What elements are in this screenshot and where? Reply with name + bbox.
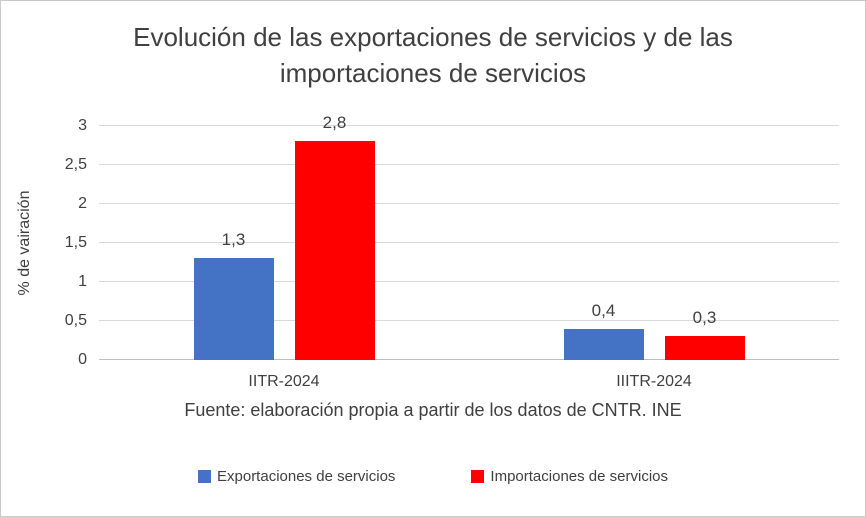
y-axis-title: % de vairación — [16, 190, 33, 296]
bar-importaciones-de-servicios-iiitr-2024: 0,3 — [664, 309, 745, 360]
y-tick-label: 0 — [78, 350, 87, 368]
bar-group-iitr-2024: 1,3 2,8 — [99, 114, 469, 360]
bar-value-label: 2,8 — [322, 113, 347, 133]
bars: 1,3 2,8 0,4 0,3 — [99, 114, 839, 360]
y-tick-label: 0,5 — [64, 311, 87, 329]
legend-item: Importaciones de servicios — [471, 468, 668, 485]
bar-group-iiitr-2024: 0,4 0,3 — [469, 126, 839, 360]
y-tick-label: 1,5 — [64, 233, 87, 251]
chart-body: % de vairación 0 0,5 1 1,5 2 2,5 3 1,3 2,8 0,4 0,… — [1, 114, 865, 367]
x-tick-label: IITR-2024 — [248, 372, 320, 390]
x-axis-line — [99, 358, 839, 360]
y-tick-label: 1 — [78, 272, 87, 290]
gridline — [99, 202, 839, 204]
x-tick-label: IIITR-2024 — [616, 372, 692, 390]
source-caption: Fuente: elaboración propia a partir de l… — [184, 399, 682, 420]
bar-value-label: 1,3 — [221, 230, 246, 250]
legend: Exportaciones de servicios Importaciones … — [1, 468, 865, 485]
gridline — [99, 124, 839, 126]
legend-label: Exportaciones de servicios — [217, 467, 396, 485]
bar-exportaciones-de-servicios-iiitr-2024: 0,4 — [563, 302, 644, 360]
bar-value-label: 0,4 — [591, 300, 616, 320]
y-axis-title-cell: % de vairación — [1, 126, 49, 360]
y-tick-label: 2,5 — [64, 155, 87, 173]
gridline — [99, 280, 839, 282]
plot-area: 1,3 2,8 0,4 0,3 — [99, 114, 839, 360]
gridline — [99, 241, 839, 243]
legend-swatch-icon — [198, 469, 211, 483]
y-tick-label: 3 — [78, 116, 87, 134]
bar-importaciones-de-servicios-iitr-2024: 2,8 — [294, 114, 375, 360]
x-axis-labels: IITR-2024 IIITR-2024 — [1, 373, 865, 391]
bar-value-label: 0,3 — [692, 308, 717, 328]
gridline — [99, 163, 839, 165]
bar-exportaciones-de-servicios-iitr-2024: 1,3 — [193, 231, 274, 360]
y-tick-label: 2 — [78, 194, 87, 212]
legend-label: Importaciones de servicios — [490, 467, 668, 485]
chart-title: Evolución de las exportaciones de servic… — [133, 22, 733, 89]
gridlines — [99, 124, 839, 360]
legend-item: Exportaciones de servicios — [198, 468, 395, 485]
y-axis-tick-labels: 0 0,5 1 1,5 2 2,5 3 — [49, 117, 99, 367]
legend-swatch-icon — [471, 469, 485, 483]
gridline — [99, 319, 839, 321]
